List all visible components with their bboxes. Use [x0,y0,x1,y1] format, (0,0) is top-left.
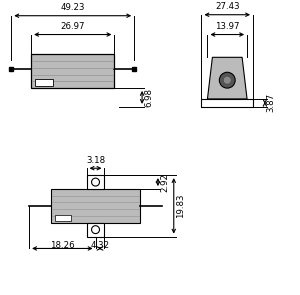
Text: 49.23: 49.23 [61,3,85,12]
Bar [55,215,71,221]
Circle shape [92,178,100,186]
Text: 13.97: 13.97 [215,22,239,31]
Text: 4.32: 4.32 [90,241,110,250]
Bar [31,54,114,88]
Text: 6.98: 6.98 [144,88,153,107]
Text: 27.43: 27.43 [215,2,240,11]
Bar [87,223,104,237]
Bar [51,189,140,223]
Circle shape [219,72,235,88]
Text: 3.87: 3.87 [267,93,276,112]
Circle shape [92,226,100,234]
Circle shape [224,77,230,83]
Text: 3.18: 3.18 [86,156,105,165]
Polygon shape [207,57,247,99]
Text: 26.97: 26.97 [61,22,85,31]
Bar [202,99,253,107]
Text: 2.92: 2.92 [160,173,169,191]
Bar [35,79,53,86]
Text: 18.26: 18.26 [50,241,75,250]
Bar [87,175,104,189]
Text: 19.83: 19.83 [176,194,185,218]
